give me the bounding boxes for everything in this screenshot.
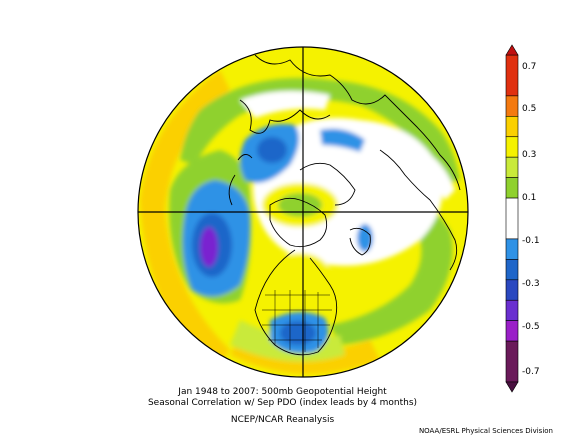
colorbar-label-0.5: 0.5 xyxy=(522,104,537,114)
field-white-east xyxy=(400,140,455,200)
colorbar-bin-1 xyxy=(505,95,519,117)
credit-text: NOAA/ESRL Physical Sciences Division xyxy=(418,427,553,435)
correlation-field xyxy=(138,47,468,377)
field-purple-core xyxy=(200,227,218,267)
colorbar-bin-4 xyxy=(505,156,519,178)
graticule xyxy=(138,47,468,377)
field-yellow-america xyxy=(270,253,330,297)
colorbar-bin-11 xyxy=(505,320,519,342)
field-green-arctic xyxy=(278,193,322,217)
field-blue-hudson xyxy=(357,224,373,252)
colorbar-bin-12 xyxy=(505,340,519,383)
colorbar-bottom-cap xyxy=(505,381,519,393)
field-white-northwest xyxy=(240,91,330,118)
field-darkblue-siberia xyxy=(257,137,287,163)
colorbar-label-neg0.3: -0.3 xyxy=(522,279,540,289)
colorbar-label-neg0.1: -0.1 xyxy=(522,236,540,246)
colorbar-bin-8 xyxy=(505,259,519,281)
colorbar-bin-2 xyxy=(505,116,519,138)
field-darkblue-us xyxy=(280,321,316,345)
figure-subtitle: NCEP/NCAR Reanalysis xyxy=(230,415,335,425)
colorbar-bin-10 xyxy=(505,299,519,321)
colorbar-label-0.1: 0.1 xyxy=(522,193,537,203)
colorbar-bin-7 xyxy=(505,238,519,260)
colorbar-bin-3 xyxy=(505,136,519,158)
colorbar-label-neg0.5: -0.5 xyxy=(522,322,540,332)
colorbar-bin-0 xyxy=(505,54,519,97)
colorbar-top-cap xyxy=(505,44,519,56)
field-blue-arctic-strip xyxy=(320,128,365,152)
coastlines xyxy=(228,54,461,356)
colorbar-bin-9 xyxy=(505,279,519,301)
colorbar-label-neg0.7: -0.7 xyxy=(522,367,540,377)
colorbar-bin-5 xyxy=(505,177,519,199)
colorbar-label-0.7: 0.7 xyxy=(522,62,537,72)
colorbar-label-0.3: 0.3 xyxy=(522,150,537,160)
map-boundary xyxy=(137,46,469,378)
colorbar xyxy=(505,44,519,393)
colorbar-bin-6 xyxy=(505,197,519,240)
field-gold-west xyxy=(140,70,230,370)
us-state-lines xyxy=(262,290,332,352)
figure-title-line1: Jan 1948 to 2007: 500mb Geopotential Hei… xyxy=(178,387,387,397)
figure-title-line2: Seasonal Correlation w/ Sep PDO (index l… xyxy=(147,398,418,408)
field-white-pole xyxy=(252,118,443,266)
